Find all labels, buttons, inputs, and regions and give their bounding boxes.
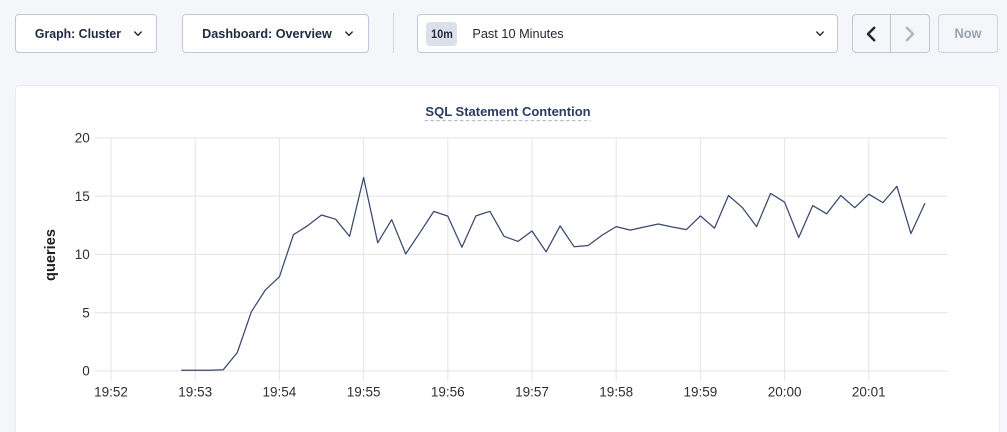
svg-text:19:58: 19:58: [599, 385, 633, 400]
svg-text:19:55: 19:55: [347, 385, 381, 400]
svg-text:19:54: 19:54: [263, 385, 297, 400]
svg-text:19:59: 19:59: [684, 385, 718, 400]
svg-text:19:57: 19:57: [515, 385, 549, 400]
svg-text:20:01: 20:01: [852, 385, 886, 400]
svg-text:10: 10: [75, 247, 90, 262]
svg-text:19:56: 19:56: [431, 385, 465, 400]
svg-text:0: 0: [82, 364, 90, 379]
svg-text:20: 20: [75, 131, 90, 146]
svg-text:queries: queries: [43, 229, 59, 281]
svg-text:5: 5: [82, 306, 90, 321]
svg-text:15: 15: [75, 189, 90, 204]
svg-text:20:00: 20:00: [768, 385, 802, 400]
svg-text:19:52: 19:52: [94, 385, 128, 400]
svg-text:19:53: 19:53: [178, 385, 212, 400]
